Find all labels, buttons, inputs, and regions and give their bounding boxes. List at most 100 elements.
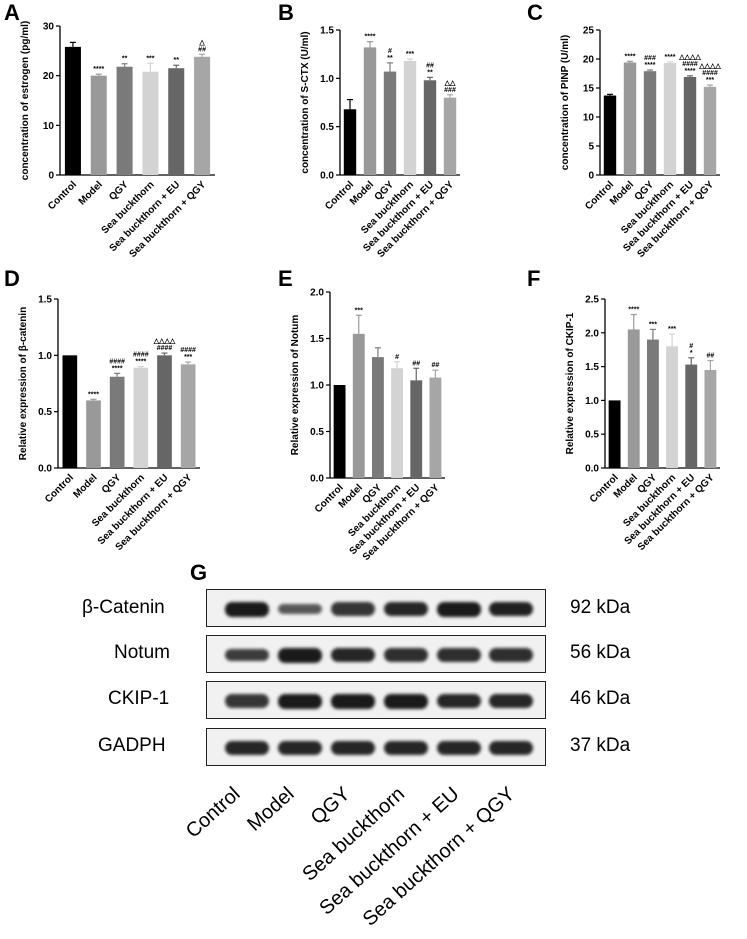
- y-tick-label: 0.5: [310, 427, 324, 438]
- y-tick-label: 10: [43, 121, 55, 132]
- blot-band: [384, 740, 428, 756]
- y-tick-label: 0.0: [585, 464, 599, 475]
- bar: [608, 400, 621, 468]
- y-tick-label: 0.0: [38, 464, 52, 475]
- significance-mark: ****: [365, 34, 376, 41]
- y-tick-label: 0: [48, 171, 54, 182]
- y-tick-label: 0.5: [38, 407, 52, 418]
- chart-e: 0.0 0.5 1.0 1.5 2.0 Relative expression of No…: [280, 265, 510, 563]
- significance-mark: ####: [702, 70, 718, 77]
- y-tick-label: 0.5: [320, 122, 334, 133]
- significance-mark: △△△△: [678, 54, 701, 61]
- bar: [157, 355, 172, 468]
- y-axis-label: concentration of estrogen (pg/ml): [20, 21, 31, 180]
- bar: [646, 339, 659, 468]
- y-tick-label: 10: [583, 113, 595, 124]
- blot-band: [331, 602, 375, 616]
- y-tick-label: 15: [583, 84, 595, 95]
- blot-protein-label: GADPH: [98, 735, 166, 756]
- bar: [333, 385, 346, 478]
- blot-band: [489, 648, 533, 662]
- significance-mark: ##: [432, 362, 440, 369]
- bar: [109, 376, 125, 468]
- bar: [116, 66, 133, 175]
- significance-mark: ****: [628, 307, 639, 314]
- bar: [343, 109, 357, 175]
- chart-svg: 0 10 20 30 concentration of estrogen (pg/ml)…: [20, 21, 215, 260]
- y-tick-label: 0.5: [585, 430, 599, 441]
- significance-mark: ###: [644, 55, 656, 62]
- blot-band: [225, 694, 269, 708]
- y-tick-label: 1.5: [310, 334, 324, 345]
- kda-label: 37 kDa: [570, 735, 631, 756]
- y-axis-label: Relative expression of CKIP-1: [565, 312, 576, 454]
- bar: [363, 47, 377, 175]
- significance-mark: ####: [157, 345, 173, 352]
- y-tick-label: 25: [583, 26, 595, 37]
- significance-mark: ####: [133, 352, 149, 359]
- significance-mark: ****: [665, 54, 676, 61]
- chart-svg: 0.0 0.5 1.0 1.5 2.0 2.5 Relative expression of…: [565, 295, 720, 553]
- y-tick-label: 1.0: [38, 351, 52, 362]
- significance-mark: △△: [444, 80, 456, 87]
- category-label: QGY: [107, 179, 131, 203]
- panel-letter-f: F: [527, 266, 541, 291]
- significance-mark: **: [427, 69, 433, 76]
- chart-b: 0.0 0.5 1.0 1.5 concentration of S-CTX (U/ml…: [280, 0, 510, 260]
- significance-mark: ***: [706, 77, 714, 84]
- blot-protein-label: β-Catenin: [82, 597, 165, 618]
- y-axis-label: Relative expression of β-catenin: [18, 307, 29, 460]
- bar: [603, 95, 617, 175]
- bar: [62, 355, 78, 468]
- bar: [704, 369, 717, 468]
- bar: [133, 367, 149, 468]
- kda-label: 46 kDa: [570, 688, 631, 709]
- blot-band: [331, 647, 375, 663]
- panel-letter-b: B: [278, 0, 294, 25]
- significance-mark: #: [395, 354, 399, 361]
- y-tick-label: 1.5: [320, 26, 334, 37]
- significance-mark: ##: [707, 353, 715, 360]
- bar: [90, 75, 107, 175]
- bar: [643, 71, 657, 175]
- significance-mark: ***: [406, 51, 414, 58]
- blot-band: [278, 603, 322, 615]
- significance-mark: △△△△: [153, 338, 176, 345]
- significance-mark: ****: [135, 359, 146, 366]
- category-label: Control: [46, 179, 79, 212]
- significance-mark: *: [690, 350, 693, 357]
- significance-mark: ***: [184, 354, 192, 361]
- blot-band: [489, 740, 533, 756]
- bar: [623, 62, 637, 176]
- panel-letter-e: E: [278, 266, 293, 291]
- y-tick-label: 20: [583, 55, 595, 66]
- bar: [383, 71, 397, 175]
- blot-band: [384, 648, 428, 662]
- y-tick-label: 0.0: [310, 474, 324, 485]
- blot-band: [278, 693, 322, 709]
- blot-row-ckip1: [206, 681, 546, 719]
- bar: [423, 80, 437, 175]
- chart-f: 0.0 0.5 1.0 1.5 2.0 2.5 Relative expression of…: [525, 265, 747, 553]
- y-tick-label: 1.0: [320, 74, 334, 85]
- blot-band: [331, 740, 375, 756]
- blot-band: [278, 647, 322, 663]
- y-axis-label: concentration of S-CTX (U/ml): [300, 31, 311, 173]
- bar: [666, 346, 679, 468]
- bar: [371, 357, 384, 478]
- blot-band: [225, 648, 269, 662]
- category-label: Model: [71, 472, 99, 500]
- significance-mark: △△△△: [698, 63, 721, 70]
- blot-band: [278, 740, 322, 756]
- blot-lane-label: Control: [181, 782, 245, 843]
- panel-letter-d: D: [4, 266, 20, 291]
- y-tick-label: 20: [43, 71, 55, 82]
- chart-svg: 0.0 0.5 1.0 1.5 concentration of S-CTX (U/ml…: [300, 26, 460, 260]
- bar: [683, 76, 697, 175]
- bar: [443, 97, 457, 175]
- blot-row-gadph: [206, 728, 546, 766]
- kda-label: 56 kDa: [570, 642, 631, 663]
- blot-protein-label: CKIP-1: [108, 688, 170, 709]
- significance-mark: #: [388, 48, 392, 55]
